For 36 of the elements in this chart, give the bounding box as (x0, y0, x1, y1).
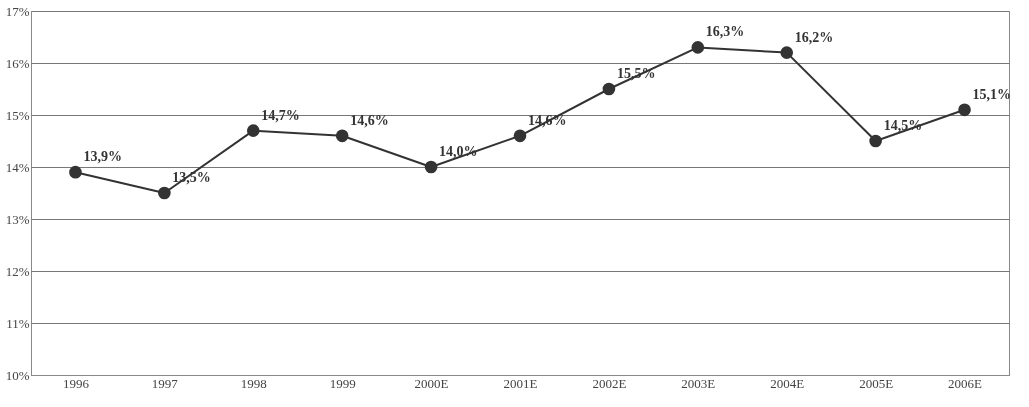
point (869, 134, 882, 148)
x-tick-label: 1998 (240, 375, 267, 391)
x-tick-label: 2006E (948, 375, 983, 391)
x-tick-label: 1999 (329, 375, 356, 391)
x-tick-label: 2001E (503, 375, 538, 391)
point (424, 160, 438, 174)
point (513, 129, 527, 143)
text: 16,3% (705, 24, 745, 40)
point (246, 124, 260, 137)
x-tick-label: 2004E (770, 375, 805, 391)
y-tick-label: 13% (5, 211, 30, 227)
x-tick-label: 2000E (414, 375, 449, 391)
text: 14,0% (439, 144, 478, 159)
x-tick-label: 1997 (151, 375, 179, 391)
point (780, 46, 794, 59)
y-tick-label: 16% (5, 55, 30, 71)
text: 14,6% (350, 112, 389, 128)
point (958, 103, 971, 117)
y-tick-label: 10% (5, 367, 30, 383)
point (691, 41, 705, 54)
text: 14,5% (883, 118, 923, 133)
y-tick-label: 11% (6, 315, 30, 331)
y-tick-label: 12% (5, 263, 30, 279)
x-tick-label: 2002E (592, 375, 627, 391)
x-tick-label: 2003E (681, 375, 716, 391)
x-tick-label: 2005E (859, 375, 894, 391)
text: 16,2% (794, 29, 834, 45)
y-tick-label: 14% (5, 159, 30, 175)
point (158, 186, 171, 200)
point (602, 82, 616, 96)
x-tick-label: 1996 (62, 375, 90, 391)
y-tick-label: 15% (5, 107, 30, 123)
point (69, 165, 82, 179)
text: 13,9% (83, 149, 122, 165)
y-tick-label: 17% (5, 3, 30, 19)
point (335, 129, 349, 143)
